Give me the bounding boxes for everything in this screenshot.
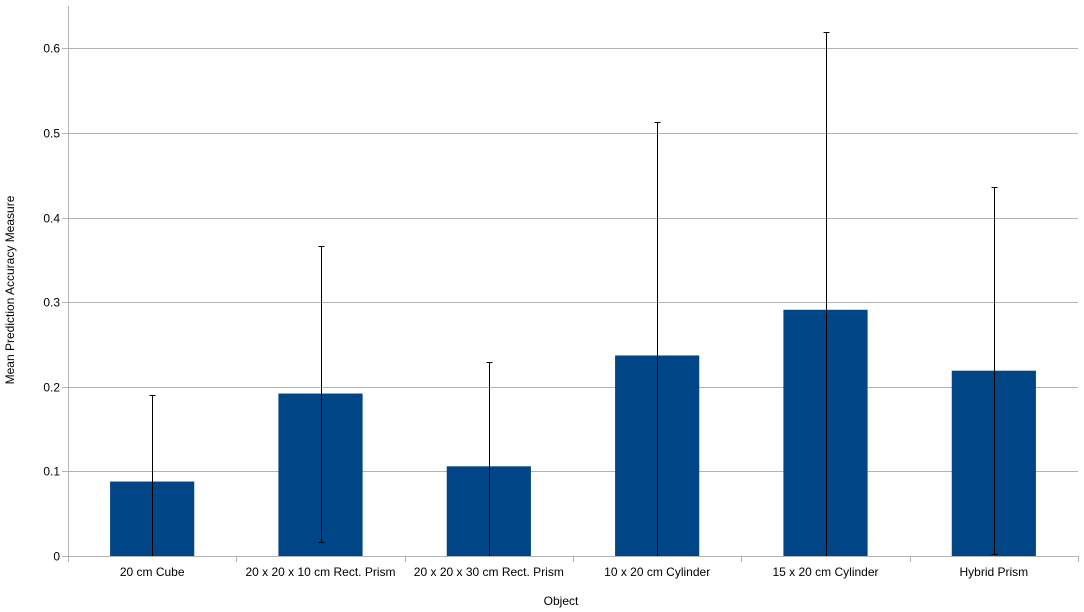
y-tick-label: 0.4	[43, 212, 60, 226]
y-tick-label: 0.2	[43, 381, 60, 395]
x-tick-label: 20 x 20 x 30 cm Rect. Prism	[414, 565, 564, 579]
axes	[62, 6, 1079, 562]
bars	[110, 309, 1036, 556]
gridlines	[68, 48, 1078, 472]
tick-labels: 0 0.1 0.2 0.3 0.4 0.5 0.6 20 cm Cube 20 x 20 x 1…	[43, 42, 1028, 580]
x-tick-label: 15 x 20 cm Cylinder	[772, 565, 878, 579]
y-axis-title: Mean Prediction Accuracy Measure	[3, 195, 17, 384]
bar	[278, 393, 363, 556]
error-bars	[149, 32, 998, 557]
x-tick-label: 10 x 20 cm Cylinder	[604, 565, 710, 579]
bar	[951, 370, 1036, 556]
x-tick-label: Hybrid Prism	[959, 565, 1028, 579]
x-tick-label: 20 cm Cube	[120, 565, 185, 579]
x-tick-label: 20 x 20 x 10 cm Rect. Prism	[245, 565, 395, 579]
y-tick-label: 0.1	[43, 465, 60, 479]
y-tick-label: 0.6	[43, 42, 60, 56]
x-axis-title: Object	[544, 594, 579, 608]
bar	[446, 466, 531, 556]
y-tick-label: 0	[53, 550, 60, 564]
y-tick-label: 0.5	[43, 127, 60, 141]
bar	[783, 309, 868, 556]
y-tick-label: 0.3	[43, 296, 60, 310]
